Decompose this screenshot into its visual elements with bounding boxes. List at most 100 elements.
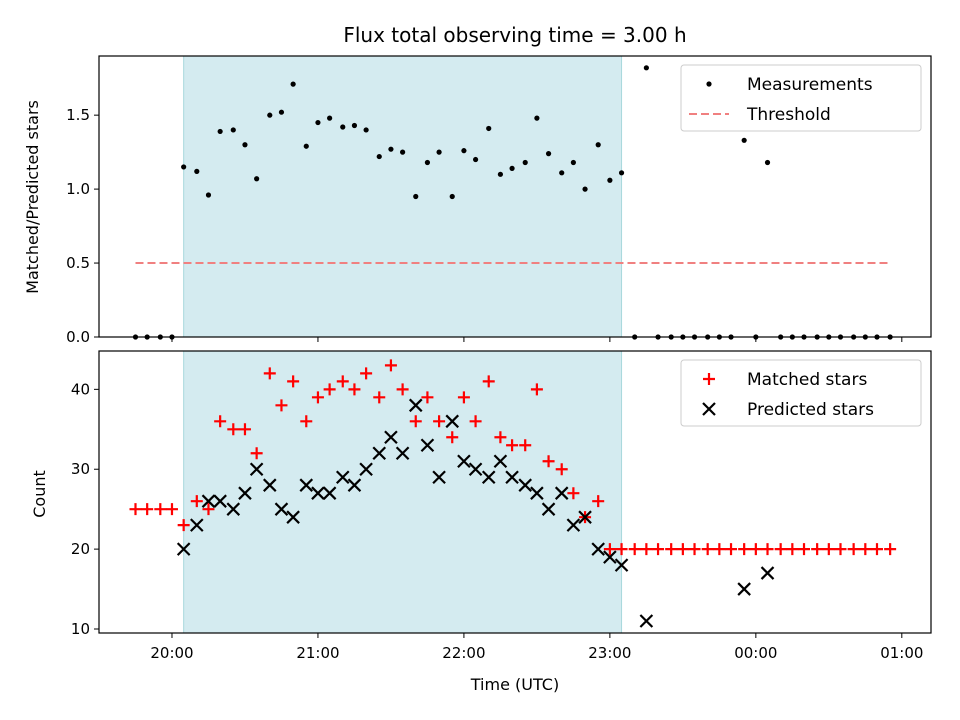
predicted-stars-point [603,550,617,564]
matched-stars-point [567,487,580,500]
predicted-stars-point [347,478,362,492]
measurements-point [545,151,552,157]
matched-stars-point [859,543,872,556]
predicted-stars-point [420,438,435,453]
matched-stars-point [713,543,726,556]
measurements-point [181,164,187,170]
predicted-stars-point [505,470,519,484]
measurements-point [741,137,747,143]
measurements-point [618,170,625,176]
predicted-stars-point [432,470,446,484]
matched-stars-point [870,543,883,556]
matched-stars-point [373,391,386,404]
measurements-point [278,109,285,115]
matched-stars-point [165,503,178,516]
matched-stars-point [336,375,349,388]
measurements-point [497,171,504,177]
predicted-stars-point [335,470,350,484]
measurements-point [449,193,455,200]
matched-stars-point [640,543,653,556]
predicted-stars-point [359,462,373,477]
predicted-stars-point [591,542,605,556]
count-panel: 10 20 30 40 20:00 21:00 22:00 23:00 00:00 01:00 Ma… [71,350,932,662]
measurements-point [643,65,649,71]
x-tick-label: 22:00 [442,644,485,662]
x-axis-label: Time (UTC) [470,675,559,694]
matched-stars-point [811,543,824,556]
predicted-stars-point [481,470,496,484]
measurements-point [376,153,382,160]
predicted-stars-point [614,558,629,572]
legend-measurements-swatch [706,81,712,87]
measurements-point [254,176,260,182]
matched-stars-point [421,391,434,404]
measurements-point [413,193,419,200]
matched-stars-point [446,431,459,444]
matched-stars-point [652,543,665,556]
predicted-stars-point [445,414,460,429]
measurements-point [400,149,406,155]
measurements-point [327,115,333,121]
matched-stars-point [141,503,154,516]
measurements-point [559,170,565,176]
measurements-point [267,112,273,118]
predicted-stars-point [639,614,654,628]
matched-stars-point [530,383,543,396]
predicted-stars-point [493,454,508,469]
matched-stars-point [676,543,689,556]
matched-stars-point [202,503,215,516]
panel-1-y-axis-label: Matched/Predicted stars [23,100,42,294]
predicted-stars-point [311,486,325,500]
matched-stars-point [469,415,482,428]
matched-stars-point [701,543,714,556]
predicted-stars-point [263,478,277,492]
y-tick-label: 30 [71,460,90,478]
predicted-stars-point [566,518,581,532]
matched-stars-point [214,415,227,428]
measurements-point [509,165,515,171]
matched-stars-point [457,391,470,404]
matched-stars-point [275,399,288,412]
measurements-point [461,148,467,154]
legend-label: Predicted stars [747,400,874,420]
legend-label: Measurements [747,75,873,95]
measurements-point [340,124,346,130]
matched-stars-point [603,543,616,556]
legend-matched-stars-swatch [703,373,715,385]
measurements-point [242,142,248,148]
predicted-stars-point [578,510,592,524]
matched-stars-point [396,383,409,396]
matched-stars-point [884,543,897,556]
matched-stars-point [238,423,251,436]
legend-box [680,359,922,427]
chart-title: Flux total observing time = 3.00 h [343,23,686,47]
matched-stars-point [360,367,373,380]
y-tick-label: 1.0 [66,180,90,198]
matched-stars-point [300,415,313,428]
predicted-stars-point [201,494,216,508]
measurements-point [290,81,296,87]
x-tick-label: 20:00 [150,644,193,662]
predicted-stars-point [408,398,423,413]
measurements-point [424,159,431,166]
measurements-point [522,159,528,166]
y-tick-label: 0.0 [66,328,90,346]
measurements-point [388,146,394,152]
predicted-stars-point [213,494,227,508]
matched-stars-point [263,367,276,380]
measurements-point [595,142,601,148]
measurements-point [230,127,236,133]
matched-stars-point [761,543,774,556]
predicted-stars-point [249,462,264,477]
matched-stars-point [555,463,568,476]
legend-box [680,64,922,132]
matched-stars-point [847,543,860,556]
measurements-point [582,186,588,192]
legend-predicted-stars-swatch [702,402,716,416]
legend-label: Threshold [746,105,831,125]
observing-window-shade [183,55,623,338]
matched-stars-point [738,543,751,556]
matched-stars-point [250,447,263,460]
predicted-stars-point [286,510,300,524]
matched-stars-point [665,543,678,556]
